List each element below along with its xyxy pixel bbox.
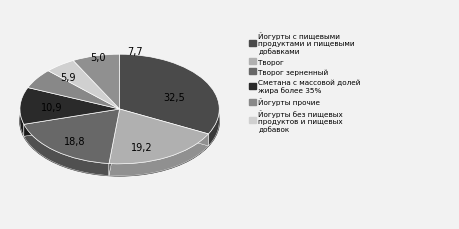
Polygon shape bbox=[24, 125, 109, 176]
Polygon shape bbox=[119, 109, 208, 146]
Text: 19,2: 19,2 bbox=[130, 142, 152, 152]
Wedge shape bbox=[73, 55, 119, 109]
Polygon shape bbox=[109, 109, 119, 176]
Wedge shape bbox=[119, 55, 219, 134]
Text: 18,8: 18,8 bbox=[64, 136, 85, 146]
Polygon shape bbox=[119, 109, 208, 146]
Polygon shape bbox=[24, 109, 119, 137]
Text: 5,0: 5,0 bbox=[90, 53, 105, 63]
Wedge shape bbox=[28, 71, 119, 109]
Legend: Йогурты с пищевыми
продуктами и пищевыми
добавками, Творог, Творог зерненный, См: Йогурты с пищевыми продуктами и пищевыми… bbox=[247, 31, 362, 134]
Polygon shape bbox=[109, 134, 208, 176]
Wedge shape bbox=[48, 61, 119, 109]
Text: 32,5: 32,5 bbox=[163, 93, 185, 103]
Text: 7,7: 7,7 bbox=[127, 47, 142, 57]
Polygon shape bbox=[208, 110, 219, 146]
Wedge shape bbox=[24, 109, 119, 164]
Polygon shape bbox=[109, 109, 119, 176]
Wedge shape bbox=[20, 88, 119, 125]
Ellipse shape bbox=[20, 67, 219, 176]
Text: 10,9: 10,9 bbox=[41, 103, 62, 112]
Polygon shape bbox=[20, 110, 24, 137]
Text: 5,9: 5,9 bbox=[60, 73, 75, 83]
Polygon shape bbox=[24, 109, 119, 137]
Wedge shape bbox=[109, 109, 208, 164]
